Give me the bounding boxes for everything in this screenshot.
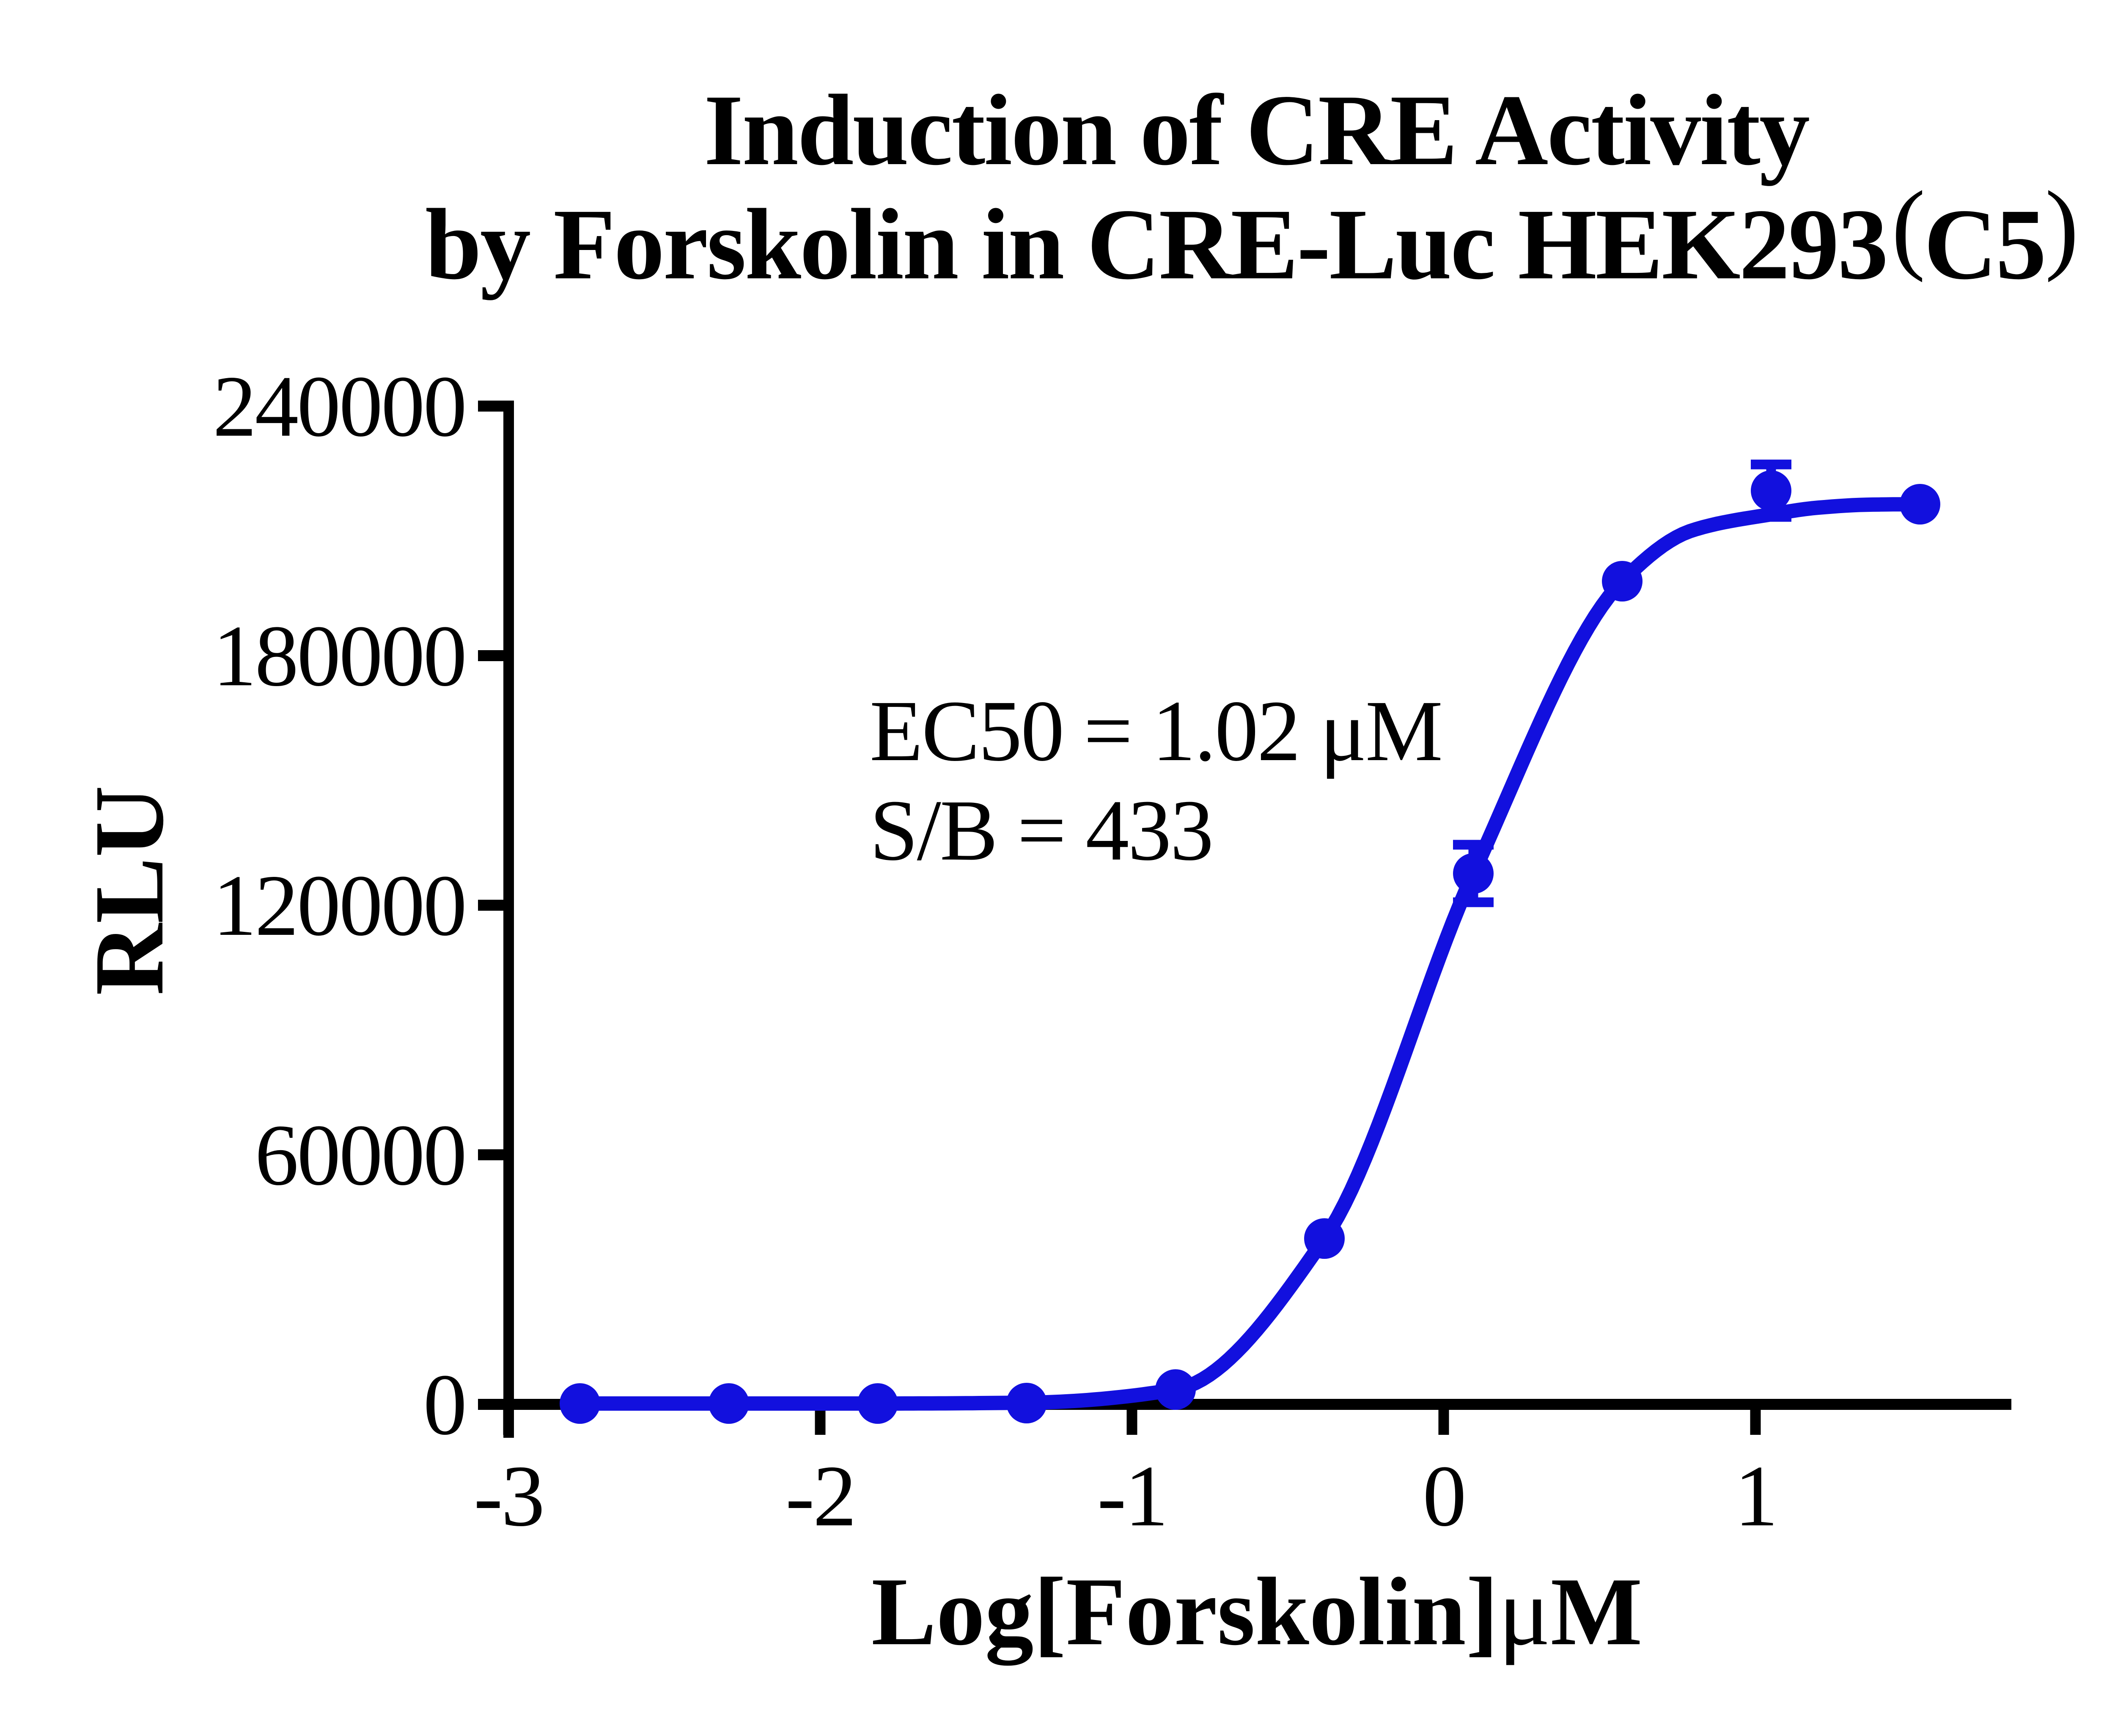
svg-text:by Forskolin in CRE-Luc HEK293: by Forskolin in CRE-Luc HEK293(C5) bbox=[425, 170, 2077, 300]
svg-text:240000: 240000 bbox=[213, 358, 465, 455]
svg-text:S/B = 433: S/B = 433 bbox=[870, 782, 1212, 879]
svg-text:EC50 = 1.02 μM: EC50 = 1.02 μM bbox=[870, 682, 1442, 779]
svg-text:-1: -1 bbox=[1097, 1448, 1167, 1544]
svg-text:60000: 60000 bbox=[255, 1107, 466, 1203]
svg-text:120000: 120000 bbox=[213, 857, 465, 954]
svg-text:Log[Forskolin]μM: Log[Forskolin]μM bbox=[871, 1557, 1643, 1666]
svg-text:-3: -3 bbox=[474, 1448, 543, 1544]
svg-text:1: 1 bbox=[1734, 1448, 1777, 1544]
svg-text:0: 0 bbox=[1423, 1448, 1465, 1544]
svg-text:Induction of CRE Activity: Induction of CRE Activity bbox=[704, 74, 1809, 186]
svg-text:-2: -2 bbox=[786, 1448, 855, 1544]
svg-text:RLU: RLU bbox=[74, 786, 184, 995]
svg-text:0: 0 bbox=[423, 1356, 466, 1453]
svg-text:180000: 180000 bbox=[213, 607, 465, 704]
